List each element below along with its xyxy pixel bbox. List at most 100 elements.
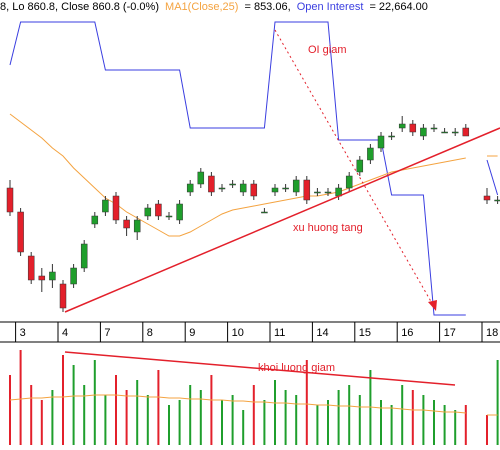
candle-body <box>377 135 385 149</box>
x-tick-label: 3 <box>20 327 26 339</box>
volume-bar <box>348 385 351 445</box>
candle-body <box>229 183 236 186</box>
volume-bar <box>496 360 499 445</box>
candle-body <box>314 191 321 194</box>
x-tick-label: 18 <box>486 327 498 339</box>
volume-bar <box>93 360 96 445</box>
candle-body <box>430 127 438 130</box>
candle-body <box>250 183 258 197</box>
volume-bar <box>464 405 467 445</box>
volume-bar <box>40 400 43 445</box>
x-tick-label: 9 <box>189 327 195 339</box>
candle-body <box>112 195 120 221</box>
candle-body <box>462 127 470 137</box>
volume-bar <box>221 400 223 445</box>
volume-bar <box>157 370 160 445</box>
trend-line <box>64 127 500 313</box>
volume-bar <box>433 400 435 445</box>
volume-bar <box>316 405 319 445</box>
candle-body <box>17 211 24 253</box>
candle-body <box>218 187 226 190</box>
candle-body <box>176 203 183 221</box>
candle-body <box>409 123 417 133</box>
x-tick-label: 7 <box>104 327 110 339</box>
candle-body <box>367 147 374 161</box>
price-panel <box>6 21 500 316</box>
volume-bar <box>189 385 192 445</box>
volume-trend-line <box>64 351 456 386</box>
open-interest-line <box>9 21 499 316</box>
candle-body <box>155 203 162 217</box>
volume-bar <box>401 385 404 445</box>
volume-panel <box>9 350 499 445</box>
annotation: OI giam <box>308 44 347 56</box>
volume-bar <box>83 385 86 445</box>
volume-bar <box>125 390 128 445</box>
candle-body <box>494 199 500 202</box>
candle-body <box>239 183 247 193</box>
candle-body <box>282 187 289 190</box>
candle-body <box>70 267 77 285</box>
candle-body <box>38 275 46 281</box>
candle-body <box>324 191 332 194</box>
x-tick-label: 16 <box>401 327 413 339</box>
volume-bar <box>305 360 308 445</box>
candle-body <box>27 255 35 281</box>
candle-body <box>133 219 141 233</box>
candle-body <box>59 283 67 309</box>
header: 8, Lo 860.8, Close 860.8 (-0.0%) MA1(Clo… <box>0 1 428 13</box>
header-title: 8, Lo 860.8, Close 860.8 (-0.0%) <box>0 1 159 13</box>
candle-body <box>271 187 279 193</box>
oi-legend: Open Interest <box>297 1 364 13</box>
volume-bar <box>411 390 414 445</box>
volume-bar <box>210 375 213 445</box>
volume-bar <box>62 355 64 445</box>
volume-bar <box>9 375 11 445</box>
volume-bar <box>242 410 245 445</box>
volume-bar <box>380 400 382 445</box>
candle-body <box>102 199 109 213</box>
volume-bar <box>284 390 287 445</box>
volume-bar <box>337 390 340 445</box>
volume-bar <box>274 380 276 445</box>
volume-ma-line <box>9 394 498 416</box>
candle-body <box>91 215 99 225</box>
volume-bar <box>72 365 75 445</box>
volume-bar <box>231 395 234 445</box>
candle-body <box>144 207 152 217</box>
ma-legend: MA1(Close,25) <box>165 1 238 13</box>
volume-bar <box>104 395 107 445</box>
candle-body <box>356 159 364 173</box>
x-tick-label: 8 <box>147 327 153 339</box>
oi-value: = 22,664.00 <box>369 1 427 13</box>
volume-bar <box>390 405 393 445</box>
candle-body <box>197 171 205 185</box>
header-bg <box>0 0 500 14</box>
volume-bar <box>443 405 446 445</box>
volume-bar <box>115 375 117 445</box>
volume-bar <box>168 405 170 445</box>
candle-body <box>345 175 353 189</box>
candle-body <box>451 131 459 134</box>
volume-bar <box>295 395 298 445</box>
volume-bar <box>199 390 202 445</box>
volume-bar <box>486 415 488 445</box>
volume-bar <box>252 385 255 445</box>
volume-bar <box>146 395 149 445</box>
candle-body <box>6 187 14 213</box>
candle-body <box>49 271 56 281</box>
volume-bar <box>136 380 139 445</box>
x-tick-label: 4 <box>62 327 68 339</box>
candle-body <box>123 219 130 229</box>
annotation: khoi luong giam <box>258 362 335 374</box>
volume-bar <box>263 400 266 445</box>
x-tick-label: 15 <box>359 327 371 339</box>
candle-body <box>483 195 491 201</box>
volume-bar <box>327 400 329 445</box>
volume-bar <box>422 395 425 445</box>
x-tick-label: 14 <box>316 327 328 339</box>
candle-body <box>420 127 427 137</box>
x-tick-label: 10 <box>232 327 244 339</box>
